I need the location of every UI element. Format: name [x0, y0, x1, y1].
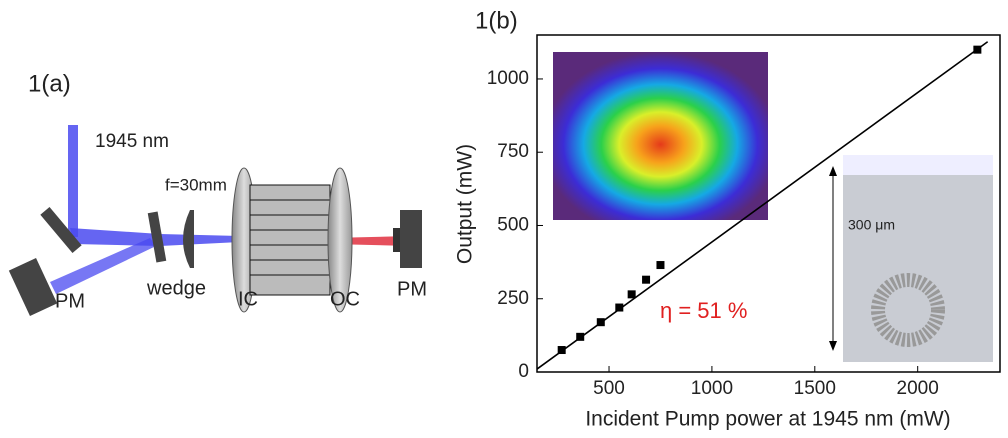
chart-title: 1(b) — [475, 7, 518, 34]
arrow-head — [829, 166, 837, 176]
power-meter — [393, 228, 403, 252]
data-point — [596, 318, 605, 327]
label: PM — [55, 290, 85, 312]
y-tick-label: 1000 — [487, 68, 529, 89]
data-point — [576, 332, 585, 341]
label: IC — [238, 288, 258, 310]
mirror — [40, 206, 82, 254]
x-tick-label: 1000 — [691, 378, 733, 399]
label: f=30mm — [165, 175, 227, 194]
y-tick-label: 0 — [518, 361, 529, 382]
pump-beam — [68, 125, 78, 237]
data-point — [557, 346, 566, 355]
plot-frame — [536, 34, 1001, 373]
power-meter — [8, 258, 58, 316]
wedge — [147, 211, 167, 263]
y-tick-label: 500 — [497, 214, 529, 235]
data-point — [656, 261, 665, 270]
inset-label: 300 μm — [848, 217, 895, 233]
panel-label: 1(a) — [28, 70, 71, 97]
data-point — [627, 290, 636, 299]
y-tick-label: 250 — [497, 288, 529, 309]
data-point — [615, 303, 624, 312]
crystal-image-inset — [843, 155, 993, 362]
fit-line — [536, 41, 989, 370]
x-axis-label: Incident Pump power at 1945 nm (mW) — [585, 408, 950, 431]
beam-profile-inset — [553, 52, 768, 220]
arrow-head — [829, 341, 837, 351]
crystal-image-edge — [843, 155, 993, 175]
output-coupler — [327, 167, 353, 313]
annotation: η = 51 % — [660, 298, 747, 323]
label: OC — [330, 288, 360, 310]
data-point — [642, 275, 651, 284]
label: 1945 nm — [95, 131, 169, 152]
label: wedge — [146, 277, 206, 299]
data-point — [973, 45, 982, 54]
y-tick-label: 750 — [497, 141, 529, 162]
setup-diagram: 1(a) 1945 nm f=30mm PM wedge IC OC PM — [8, 70, 427, 316]
label: PM — [397, 278, 427, 300]
x-tick-label: 1500 — [794, 378, 836, 399]
crystal-pattern — [871, 273, 945, 347]
power-meter — [400, 210, 422, 268]
x-tick-label: 2000 — [897, 378, 939, 399]
crystal-lines — [250, 199, 330, 276]
lens — [183, 210, 194, 268]
y-axis-label: Output (mW) — [454, 144, 477, 264]
x-tick-label: 500 — [593, 378, 625, 399]
crystal — [249, 184, 331, 296]
reflected-beam — [50, 238, 156, 294]
